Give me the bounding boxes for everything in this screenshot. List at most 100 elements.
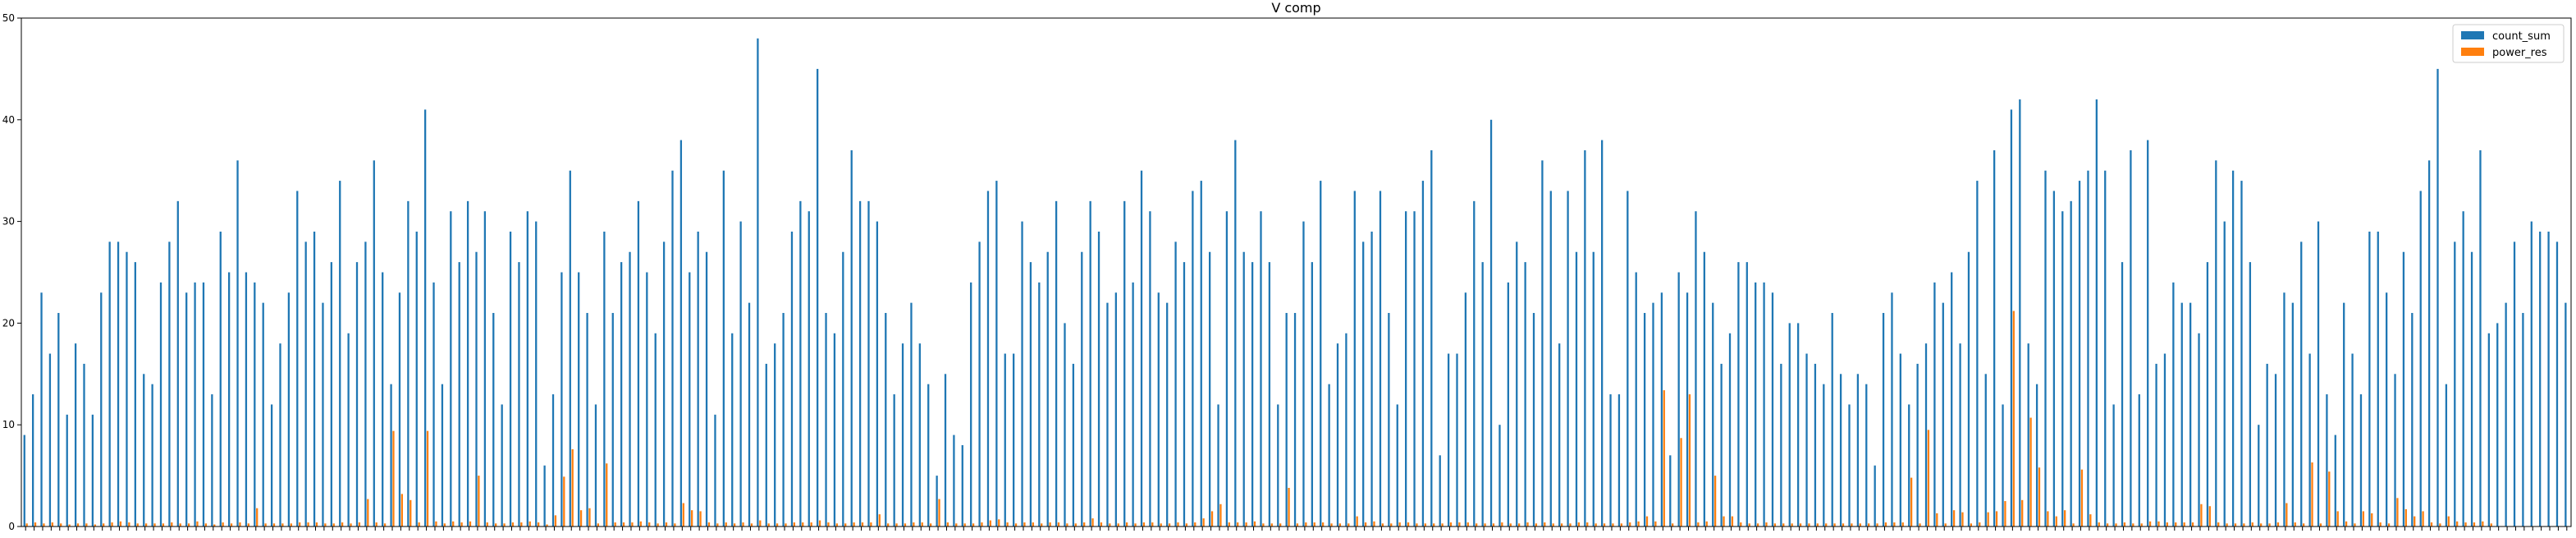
bar-power_res-200 [1731, 516, 1734, 527]
bar-power_res-267 [2302, 523, 2305, 527]
bar-count_sum-92 [808, 211, 810, 527]
bar-count_sum-149 [1293, 313, 1297, 527]
bar-count_sum-206 [1780, 363, 1782, 527]
bar-power_res-212 [1833, 523, 1836, 527]
bar-count_sum-116 [1013, 353, 1015, 527]
bar-count_sum-240 [2070, 200, 2072, 527]
bar-count_sum-204 [1763, 282, 1765, 527]
bar-power_res-112 [981, 522, 983, 527]
bar-power_res-98 [861, 522, 864, 527]
bar-count_sum-191 [1652, 302, 1654, 527]
bar-power_res-217 [1876, 523, 1878, 527]
bar-power_res-287 [2473, 522, 2476, 527]
bar-power_res-44 [400, 494, 403, 527]
bar-count_sum-259 [2231, 170, 2235, 527]
bar-count_sum-288 [2479, 149, 2482, 527]
bar-count_sum-289 [2487, 333, 2490, 527]
bar-count_sum-152 [1320, 181, 1322, 527]
bar-power_res-199 [1723, 516, 1725, 527]
bar-count_sum-203 [1755, 282, 1757, 527]
bar-power_res-181 [1569, 523, 1572, 527]
bar-count_sum-49 [441, 384, 444, 527]
bar-power_res-41 [375, 522, 377, 527]
bar-power_res-173 [1501, 522, 1503, 527]
legend: count_sum power_res [2452, 24, 2565, 63]
bar-power_res-185 [1603, 523, 1606, 527]
bar-count_sum-67 [594, 404, 597, 527]
bar-power_res-278 [2396, 498, 2399, 527]
bar-count_sum-84 [739, 221, 742, 527]
bar-power_res-100 [878, 514, 881, 527]
bar-count_sum-283 [2436, 68, 2439, 527]
bar-count_sum-242 [2087, 170, 2089, 527]
bar-power_res-95 [835, 523, 838, 527]
bar-power_res-42 [383, 523, 387, 527]
legend-swatch-power_res [2461, 48, 2484, 56]
bar-power_res-58 [520, 522, 523, 527]
bar-power_res-118 [1032, 522, 1034, 527]
bar-count_sum-194 [1677, 272, 1680, 527]
bar-count_sum-6 [74, 343, 77, 527]
bar-count_sum-139 [1209, 251, 1211, 527]
bar-power_res-274 [2362, 511, 2364, 527]
bar-power_res-286 [2464, 522, 2467, 527]
bar-count_sum-291 [2505, 302, 2507, 527]
bar-count_sum-232 [2002, 404, 2004, 527]
bar-count_sum-276 [2377, 231, 2379, 527]
bar-power_res-149 [1296, 523, 1299, 527]
bar-power_res-198 [1714, 476, 1717, 527]
bar-count_sum-30 [279, 343, 281, 527]
bar-power_res-84 [742, 522, 744, 527]
bar-count_sum-168 [1456, 353, 1458, 527]
bar-power_res-26 [247, 523, 249, 527]
bar-power_res-38 [350, 523, 352, 527]
bar-count_sum-29 [270, 404, 273, 527]
bar-count_sum-115 [1004, 353, 1006, 527]
bar-power_res-245 [2115, 523, 2117, 527]
bar-count_sum-231 [1993, 149, 1996, 527]
bar-count_sum-16 [159, 282, 162, 527]
bar-count_sum-63 [560, 272, 563, 527]
bar-count_sum-189 [1635, 272, 1637, 527]
bar-count_sum-287 [2470, 251, 2473, 527]
bar-power_res-254 [2191, 522, 2194, 527]
bar-power_res-208 [1799, 523, 1802, 527]
bar-power_res-19 [187, 523, 190, 527]
bar-power_res-282 [2430, 522, 2433, 527]
bar-count_sum-96 [842, 251, 844, 527]
bar-count_sum-294 [2530, 221, 2533, 527]
bar-power_res-256 [2208, 506, 2211, 527]
bar-power_res-247 [2132, 523, 2134, 527]
bar-count_sum-118 [1029, 262, 1032, 527]
bar-power_res-29 [272, 523, 276, 527]
bar-count_sum-54 [483, 211, 487, 527]
bar-power_res-275 [2371, 513, 2373, 527]
bar-count_sum-284 [2445, 384, 2448, 527]
bar-count_sum-5 [66, 414, 68, 527]
bar-power_res-125 [1091, 518, 1094, 527]
bar-count_sum-8 [91, 414, 94, 527]
y-tick-label-20: 20 [2, 317, 15, 329]
bar-power_res-70 [622, 522, 625, 527]
bar-power_res-210 [1816, 523, 1819, 527]
bar-count_sum-234 [2019, 99, 2021, 527]
bar-power_res-88 [776, 523, 779, 527]
bar-count_sum-226 [1951, 272, 1953, 527]
bar-count_sum-272 [2343, 302, 2345, 527]
bar-count_sum-257 [2215, 160, 2217, 527]
bar-count_sum-69 [611, 313, 614, 527]
bar-power_res-150 [1305, 522, 1307, 527]
y-tick-label-0: 0 [8, 521, 15, 532]
bar-count_sum-141 [1225, 211, 1229, 527]
bar-count_sum-9 [100, 292, 103, 527]
bar-count_sum-81 [714, 414, 716, 527]
bar-power_res-99 [870, 522, 872, 527]
bar-count_sum-271 [2334, 435, 2336, 527]
bar-count_sum-244 [2104, 170, 2107, 527]
bar-count_sum-237 [2044, 170, 2047, 527]
bar-count_sum-215 [1856, 374, 1860, 527]
bar-count_sum-265 [2283, 292, 2285, 527]
bar-power_res-219 [1893, 522, 1896, 527]
bar-count_sum-258 [2223, 221, 2226, 527]
bar-count_sum-290 [2496, 323, 2499, 527]
